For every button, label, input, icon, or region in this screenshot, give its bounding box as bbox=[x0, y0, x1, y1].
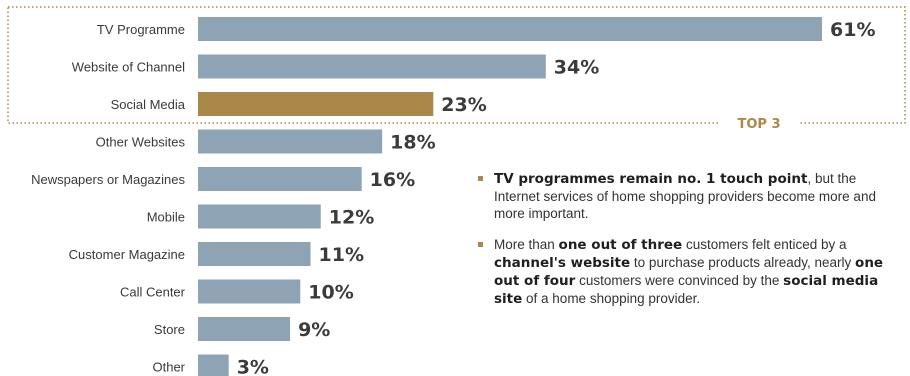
note-text: customers felt enticed by a bbox=[682, 237, 847, 252]
category-label: Other bbox=[152, 360, 185, 375]
note-text: of a home shopping provider. bbox=[522, 291, 701, 306]
value-label: 23% bbox=[441, 94, 486, 116]
value-label: 16% bbox=[370, 169, 415, 191]
note-emphasis: TV programmes remain no. 1 touch point bbox=[494, 171, 808, 187]
value-label: 3% bbox=[237, 357, 269, 376]
category-label: Store bbox=[154, 322, 185, 337]
top3-label-background bbox=[718, 114, 800, 132]
category-label: Social Media bbox=[111, 97, 186, 112]
category-label: Customer Magazine bbox=[69, 247, 185, 262]
category-label: TV Programme bbox=[97, 22, 185, 37]
note-1: TV programmes remain no. 1 touch point, … bbox=[478, 170, 898, 222]
bar-0 bbox=[198, 17, 822, 41]
value-label: 12% bbox=[329, 207, 374, 229]
note-emphasis: social media site bbox=[494, 273, 879, 307]
bar-2 bbox=[198, 92, 434, 116]
note-emphasis: channel's website bbox=[494, 255, 631, 271]
value-label: 61% bbox=[830, 19, 875, 41]
value-label: 9% bbox=[298, 319, 330, 341]
value-label: 18% bbox=[390, 132, 435, 154]
category-label: Call Center bbox=[120, 285, 186, 300]
bar-7 bbox=[198, 279, 301, 304]
bullet-icon bbox=[478, 176, 483, 181]
note-emphasis: one out of four bbox=[494, 255, 884, 289]
notes-panel: TV programmes remain no. 1 touch point, … bbox=[478, 170, 898, 322]
value-label: 11% bbox=[319, 244, 364, 266]
bar-3 bbox=[198, 129, 383, 154]
top3-dotted-box bbox=[7, 6, 906, 124]
note-text: , but the Internet services of home shop… bbox=[494, 171, 876, 221]
bar-1 bbox=[198, 54, 546, 79]
category-label: Newspapers or Magazines bbox=[31, 172, 185, 187]
category-label: Mobile bbox=[147, 210, 185, 225]
top3-label: TOP 3 bbox=[737, 117, 780, 132]
note-text: customers were convinced by the bbox=[575, 273, 784, 288]
note-text: More than bbox=[494, 237, 559, 252]
note-emphasis: one out of three bbox=[558, 237, 683, 253]
category-label: Other Websites bbox=[96, 135, 186, 150]
bar-8 bbox=[198, 317, 291, 341]
bullet-icon bbox=[478, 242, 483, 247]
note-2: More than one out of three customers fel… bbox=[478, 236, 898, 308]
note-text: to purchase products already, nearly bbox=[630, 255, 856, 270]
value-label: 10% bbox=[308, 282, 353, 304]
value-label: 34% bbox=[554, 57, 599, 79]
bar-6 bbox=[198, 242, 311, 266]
bar-5 bbox=[198, 204, 321, 229]
bar-9 bbox=[198, 354, 229, 376]
bar-4 bbox=[198, 167, 362, 191]
category-label: Website of Channel bbox=[72, 60, 185, 75]
